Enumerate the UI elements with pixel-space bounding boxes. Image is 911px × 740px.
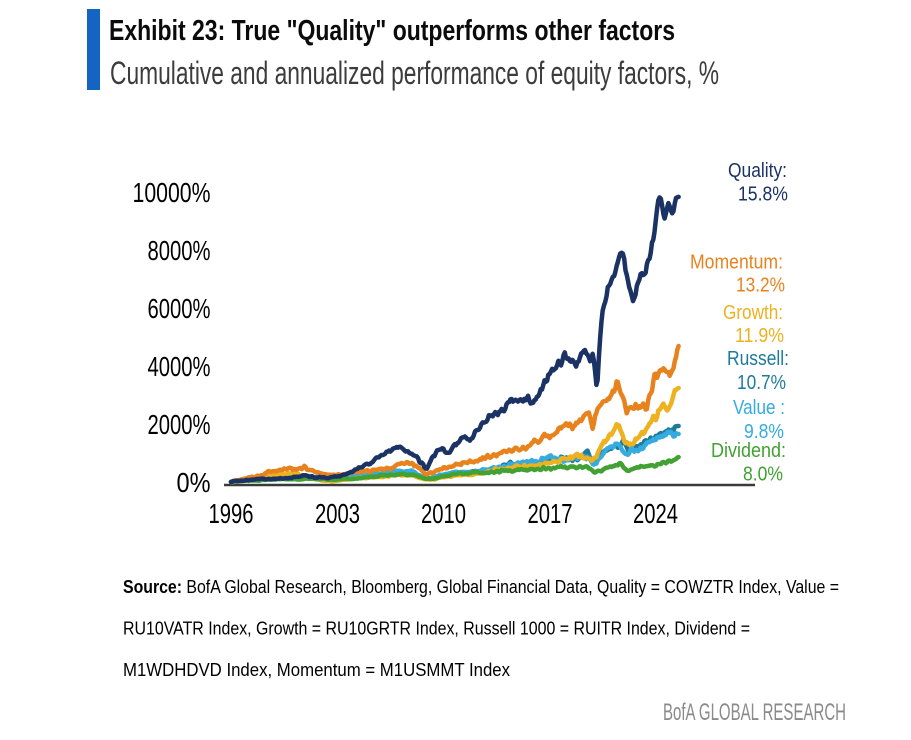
svg-text:Quality:: Quality: xyxy=(728,159,787,182)
svg-text:M1WDHDVD Index, Momentum = M1U: M1WDHDVD Index, Momentum = M1USMMT Index xyxy=(123,659,511,680)
svg-text:2003: 2003 xyxy=(315,498,360,529)
svg-text:1996: 1996 xyxy=(209,498,254,529)
svg-text:Russell:: Russell: xyxy=(727,347,789,370)
svg-text:13.2%: 13.2% xyxy=(736,274,785,297)
svg-text:Value :: Value : xyxy=(733,396,785,419)
svg-text:6000%: 6000% xyxy=(148,293,211,324)
svg-text:Growth:: Growth: xyxy=(723,301,783,324)
svg-text:15.8%: 15.8% xyxy=(738,183,788,206)
svg-text:10000%: 10000% xyxy=(133,177,211,208)
svg-text:Exhibit 23: True "Quality" out: Exhibit 23: True "Quality" outperforms o… xyxy=(109,15,675,47)
svg-text:RU10VATR Index, Growth = RU10G: RU10VATR Index, Growth = RU10GRTR Index,… xyxy=(123,618,750,639)
svg-text:BofA GLOBAL RESEARCH: BofA GLOBAL RESEARCH xyxy=(663,699,846,726)
svg-text:0%: 0% xyxy=(177,467,211,498)
svg-text:2000%: 2000% xyxy=(148,409,211,440)
svg-text:2010: 2010 xyxy=(421,498,466,529)
svg-text:Cumulative and annualized perf: Cumulative and annualized performance of… xyxy=(110,55,719,91)
svg-text:8000%: 8000% xyxy=(148,235,211,266)
svg-text:2024: 2024 xyxy=(633,498,678,529)
svg-text:9.8%: 9.8% xyxy=(744,420,784,443)
svg-text:Momentum:: Momentum: xyxy=(690,251,783,274)
svg-text:Source: BofA Global Research,: Source: BofA Global Research, Bloomberg,… xyxy=(123,576,839,597)
svg-text:8.0%: 8.0% xyxy=(743,463,783,486)
svg-text:2017: 2017 xyxy=(528,498,573,529)
svg-text:4000%: 4000% xyxy=(148,351,211,382)
svg-text:10.7%: 10.7% xyxy=(737,371,786,394)
svg-text:Dividend:: Dividend: xyxy=(711,439,786,462)
svg-text:11.9%: 11.9% xyxy=(735,324,784,347)
